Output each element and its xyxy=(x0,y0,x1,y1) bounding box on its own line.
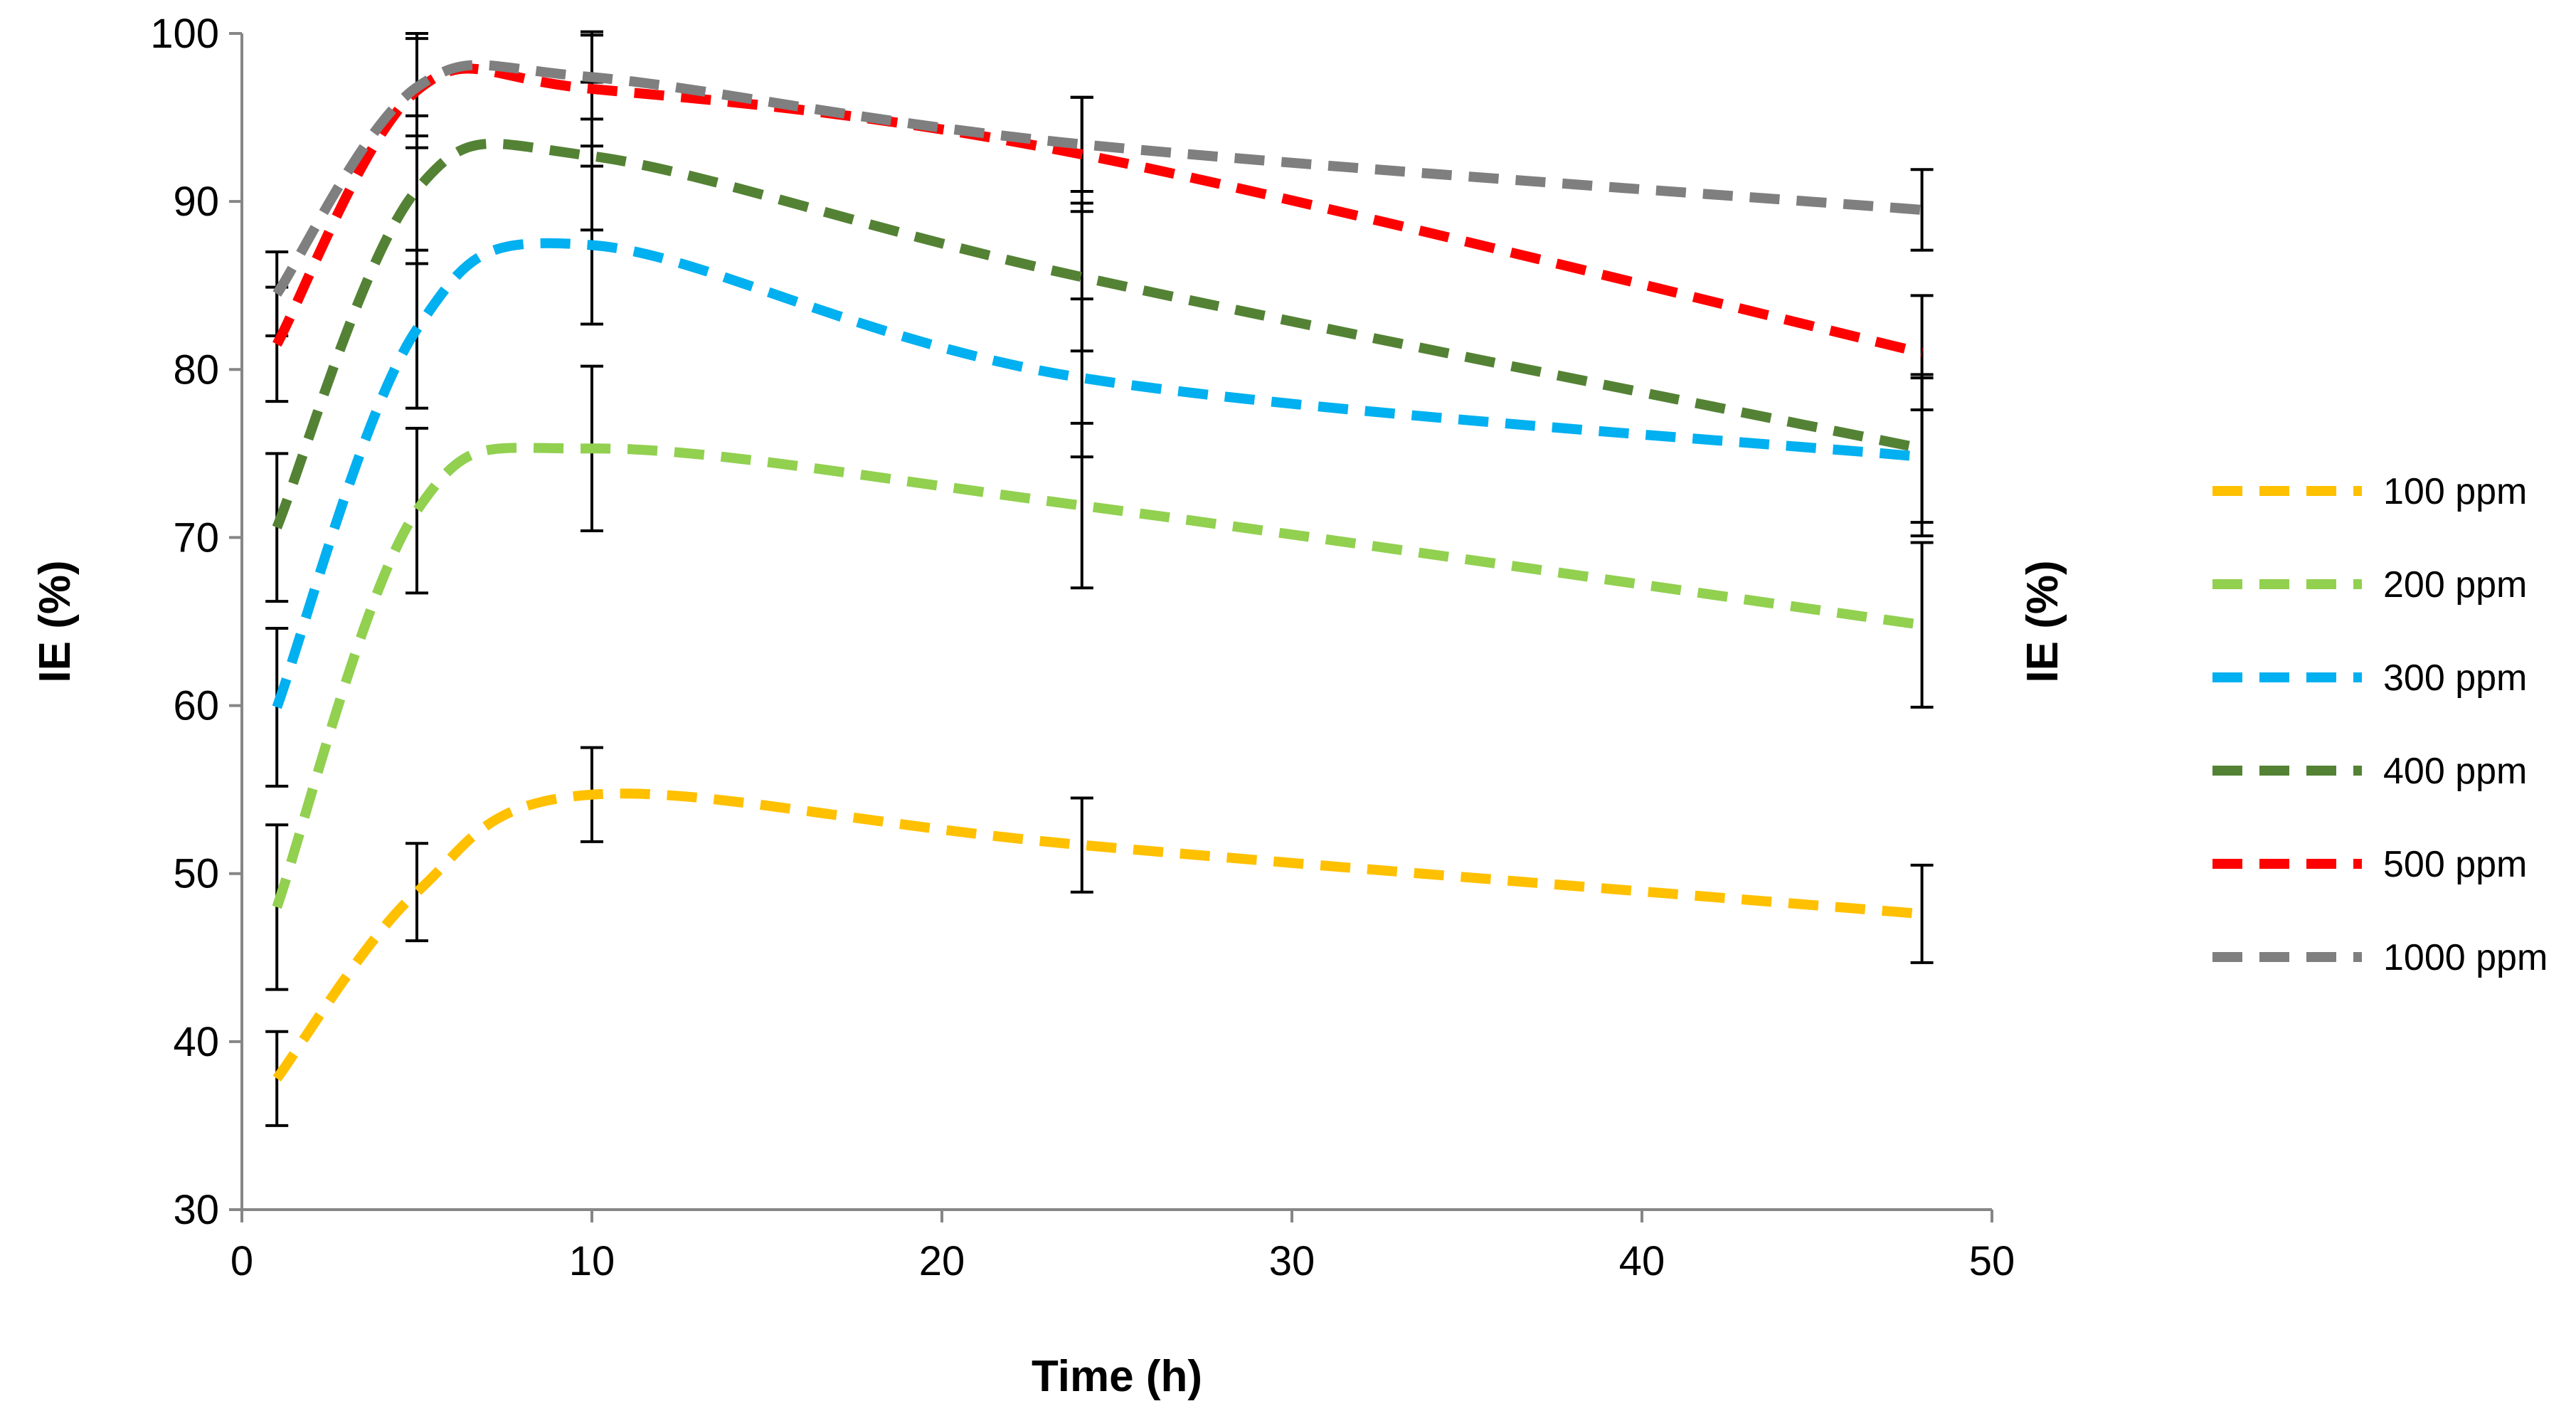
series-lines xyxy=(272,60,1924,1082)
series-line-100-ppm xyxy=(272,788,1923,1082)
series-line-500-ppm xyxy=(272,63,1924,358)
legend-item-400-ppm: 400 ppm xyxy=(2212,751,2527,792)
legend-item-1000-ppm: 1000 ppm xyxy=(2212,937,2548,978)
legend-item-300-ppm: 300 ppm xyxy=(2212,657,2527,699)
x-axis-ticks: 0 10 20 30 40 50 xyxy=(230,1210,2015,1284)
x-axis-title: Time (h) xyxy=(1032,1352,1202,1401)
legend-label: 1000 ppm xyxy=(2383,937,2548,978)
legend-item-200-ppm: 200 ppm xyxy=(2212,564,2527,606)
y-tick-label: 70 xyxy=(173,514,219,561)
series-line-400-ppm xyxy=(272,139,1923,529)
series-line-300-ppm xyxy=(272,238,1923,709)
legend-label: 300 ppm xyxy=(2383,657,2527,699)
legend: 100 ppm 200 ppm 300 ppm 400 ppm 500 ppm 1000 … xyxy=(2212,471,2548,978)
x-tick-label: 40 xyxy=(1619,1238,1665,1284)
plot-area xyxy=(265,30,1934,1127)
legend-item-100-ppm: 100 ppm xyxy=(2212,471,2527,512)
x-tick-label: 0 xyxy=(230,1238,253,1284)
y-tick-label: 60 xyxy=(173,683,219,729)
x-tick-label: 10 xyxy=(569,1238,615,1284)
axes xyxy=(240,33,1992,1211)
y-tick-label: 90 xyxy=(173,179,219,225)
x-tick-label: 30 xyxy=(1269,1238,1315,1284)
legend-label: 100 ppm xyxy=(2383,471,2527,512)
y-tick-label: 50 xyxy=(173,851,219,897)
legend-label: 500 ppm xyxy=(2383,844,2527,885)
y-tick-label: 40 xyxy=(173,1019,219,1065)
x-tick-label: 50 xyxy=(1969,1238,2015,1284)
legend-item-500-ppm: 500 ppm xyxy=(2212,844,2527,885)
series-line-200-ppm xyxy=(272,443,1923,909)
series-line-1000-ppm xyxy=(272,60,1923,297)
y-axis-title-right: IE (%) xyxy=(2018,560,2067,682)
x-tick-label: 20 xyxy=(919,1238,965,1284)
legend-label: 400 ppm xyxy=(2383,751,2527,792)
y-tick-label: 80 xyxy=(173,347,219,393)
y-axis-ticks: 30 40 50 60 70 80 90 100 xyxy=(150,11,242,1233)
y-tick-label: 30 xyxy=(173,1187,219,1233)
legend-label: 200 ppm xyxy=(2383,564,2527,606)
y-axis-title: IE (%) xyxy=(31,560,80,682)
y-tick-label: 100 xyxy=(150,11,219,57)
